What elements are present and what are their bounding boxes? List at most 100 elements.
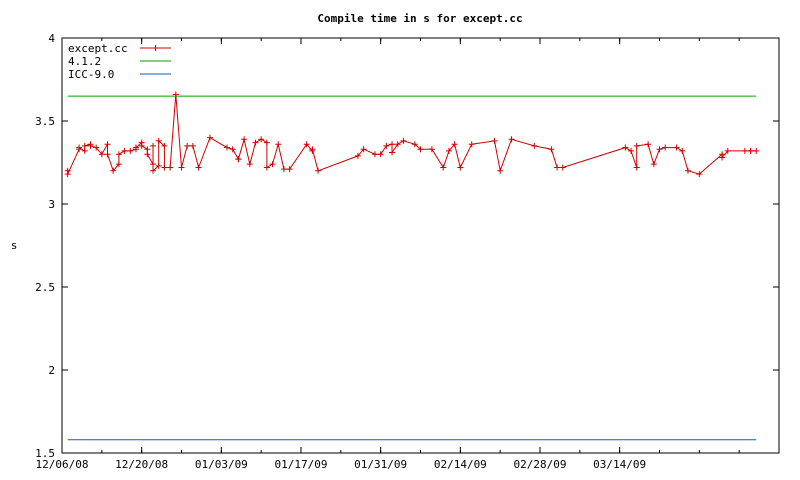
x-tick-label: 01/17/09 xyxy=(275,458,328,471)
x-tick-label: 02/28/09 xyxy=(514,458,567,471)
x-tick-label: 12/06/08 xyxy=(36,458,89,471)
data-point xyxy=(76,144,83,151)
legend-label: ICC-9.0 xyxy=(68,68,114,81)
data-point xyxy=(115,161,122,168)
data-point xyxy=(531,142,538,149)
legend-marker xyxy=(152,45,159,51)
data-point xyxy=(383,142,390,149)
legend-label: 4.1.2 xyxy=(68,55,101,68)
series-layer xyxy=(64,91,760,441)
y-tick-label: 1.5 xyxy=(35,447,55,460)
data-point xyxy=(184,142,191,149)
data-point xyxy=(275,141,282,148)
data-point xyxy=(269,161,276,168)
data-point xyxy=(491,137,498,144)
data-point xyxy=(394,141,401,148)
data-point xyxy=(167,164,174,171)
data-point xyxy=(246,161,253,168)
data-point xyxy=(377,151,384,158)
x-tick-label: 12/20/08 xyxy=(115,458,168,471)
data-point xyxy=(252,139,259,146)
data-point xyxy=(150,142,157,149)
data-point xyxy=(93,144,100,151)
data-point xyxy=(360,146,367,153)
data-point xyxy=(64,171,71,178)
data-point xyxy=(628,147,635,154)
data-point xyxy=(457,164,464,171)
data-point xyxy=(104,141,111,148)
data-point xyxy=(161,142,168,149)
data-point xyxy=(87,142,94,149)
data-point xyxy=(150,161,157,168)
data-point xyxy=(633,142,640,149)
data-point xyxy=(303,141,310,148)
data-point xyxy=(497,167,504,174)
x-tick-label: 01/03/09 xyxy=(195,458,248,471)
data-point xyxy=(155,137,162,144)
data-point xyxy=(229,146,236,153)
y-tick-label: 3 xyxy=(48,198,55,211)
data-point xyxy=(417,146,424,153)
y-tick-label: 2.5 xyxy=(35,281,55,294)
x-tick-label: 02/14/09 xyxy=(434,458,487,471)
data-point xyxy=(548,146,555,153)
data-point xyxy=(468,141,475,148)
data-point xyxy=(315,167,322,174)
data-point xyxy=(121,147,128,154)
data-point xyxy=(371,151,378,158)
data-point xyxy=(451,141,458,148)
data-point xyxy=(440,164,447,171)
data-point xyxy=(554,164,561,171)
data-point xyxy=(724,147,731,154)
data-point xyxy=(650,161,657,168)
data-point xyxy=(309,146,316,153)
data-point xyxy=(286,166,293,173)
series-line-0 xyxy=(67,94,757,175)
data-point xyxy=(127,147,134,154)
data-point xyxy=(155,162,162,169)
data-point xyxy=(104,151,111,158)
y-tick-label: 3.5 xyxy=(35,115,55,128)
y-tick-label: 4 xyxy=(48,32,55,45)
data-point xyxy=(81,142,88,149)
data-point xyxy=(189,142,196,149)
chart-title: Compile time in s for except.cc xyxy=(317,12,522,25)
data-point xyxy=(411,141,418,148)
data-point xyxy=(144,151,151,158)
data-point xyxy=(263,139,270,146)
data-point xyxy=(263,164,270,171)
axis-ticks: 1.5 2 2.5 3 3.5 4 12/06/08 12/20/08 01/03/09 01/1… xyxy=(35,32,779,471)
legend-label: except.cc xyxy=(68,42,128,55)
data-point xyxy=(428,146,435,153)
data-point xyxy=(753,147,760,154)
data-point xyxy=(656,146,663,153)
data-point xyxy=(445,147,452,154)
data-point xyxy=(241,136,248,143)
data-point xyxy=(98,151,105,158)
y-tick-label: 2 xyxy=(48,364,55,377)
data-point xyxy=(161,164,168,171)
data-point xyxy=(138,142,145,149)
data-point xyxy=(132,144,139,151)
data-point xyxy=(679,147,686,154)
data-point xyxy=(354,152,361,159)
data-point xyxy=(258,136,265,143)
plot-frame xyxy=(61,37,780,454)
data-point xyxy=(110,167,117,174)
data-point xyxy=(389,141,396,148)
data-point xyxy=(235,156,242,163)
data-point xyxy=(150,167,157,174)
data-point xyxy=(400,137,407,144)
data-point xyxy=(622,144,629,151)
data-point xyxy=(280,166,287,173)
y-axis-label: s xyxy=(11,239,18,252)
data-point xyxy=(559,164,566,171)
data-point xyxy=(389,149,396,156)
data-point xyxy=(115,151,122,158)
data-point xyxy=(662,144,669,151)
data-point xyxy=(673,144,680,151)
data-point xyxy=(224,144,231,151)
data-point xyxy=(178,164,185,171)
